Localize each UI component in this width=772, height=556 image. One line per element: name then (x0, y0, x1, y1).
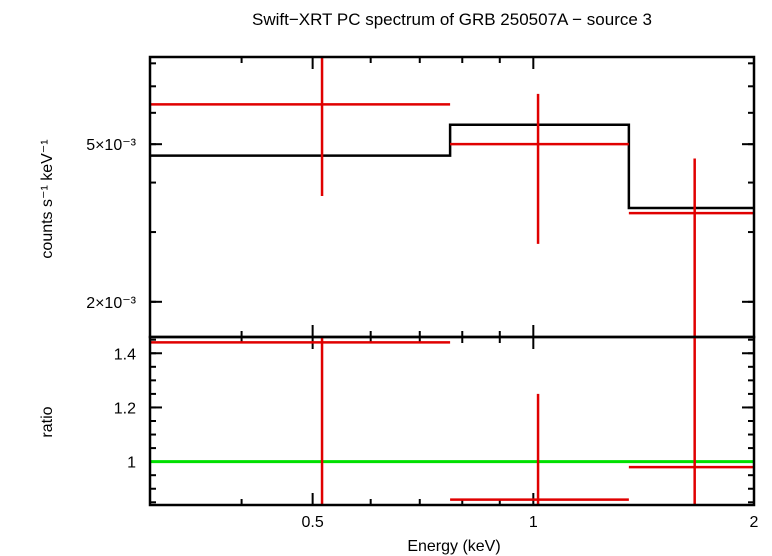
panel-frame-ratio (148, 335, 756, 507)
x-tick-label: 1 (529, 514, 538, 531)
x-tick-label: 2 (750, 514, 759, 531)
x-axis-label: Energy (keV) (407, 538, 500, 555)
y-tick-label: 1.2 (114, 400, 136, 417)
y-axis-label-ratio: ratio (39, 406, 56, 437)
model-histogram (150, 123, 754, 210)
y-axis-label-spectrum: counts s⁻¹ keV⁻¹ (39, 139, 56, 258)
plot-area: 2×10⁻³ 5×10⁻³ 1 1.2 1.4 0.5 1 2 (86, 55, 759, 531)
x-tick-label: 0.5 (302, 514, 324, 531)
y-tick-label: 1.4 (114, 346, 136, 363)
y-tick-label: 2×10⁻³ (86, 295, 136, 312)
y-tick-label: 5×10⁻³ (86, 137, 136, 154)
panel-frame-spectrum (148, 55, 756, 339)
y-tick-label: 1 (127, 455, 136, 472)
chart-title: Swift−XRT PC spectrum of GRB 250507A − s… (252, 10, 652, 29)
